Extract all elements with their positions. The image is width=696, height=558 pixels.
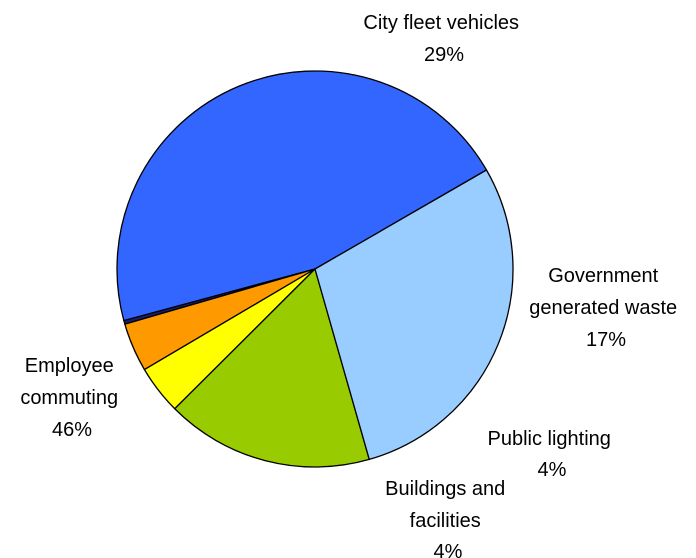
pie-labels: Employee commuting 46% Buildings and fac… (20, 12, 682, 558)
slice-city-fleet-vehicles (314, 169, 514, 461)
label-employee-commuting: Employee commuting 46% (20, 355, 123, 441)
label-public-lighting: Public lighting 4% (488, 428, 617, 481)
label-government-generated-waste: Government generated waste 17% (529, 265, 682, 351)
pie-slices (116, 70, 514, 468)
label-buildings-and-facilities: Buildings and facilities 4% (385, 478, 511, 558)
slice-employee-commuting (116, 70, 488, 322)
label-city-fleet-vehicles: City fleet vehicles 29% (363, 12, 524, 66)
slice-government-generated-waste (174, 268, 370, 468)
